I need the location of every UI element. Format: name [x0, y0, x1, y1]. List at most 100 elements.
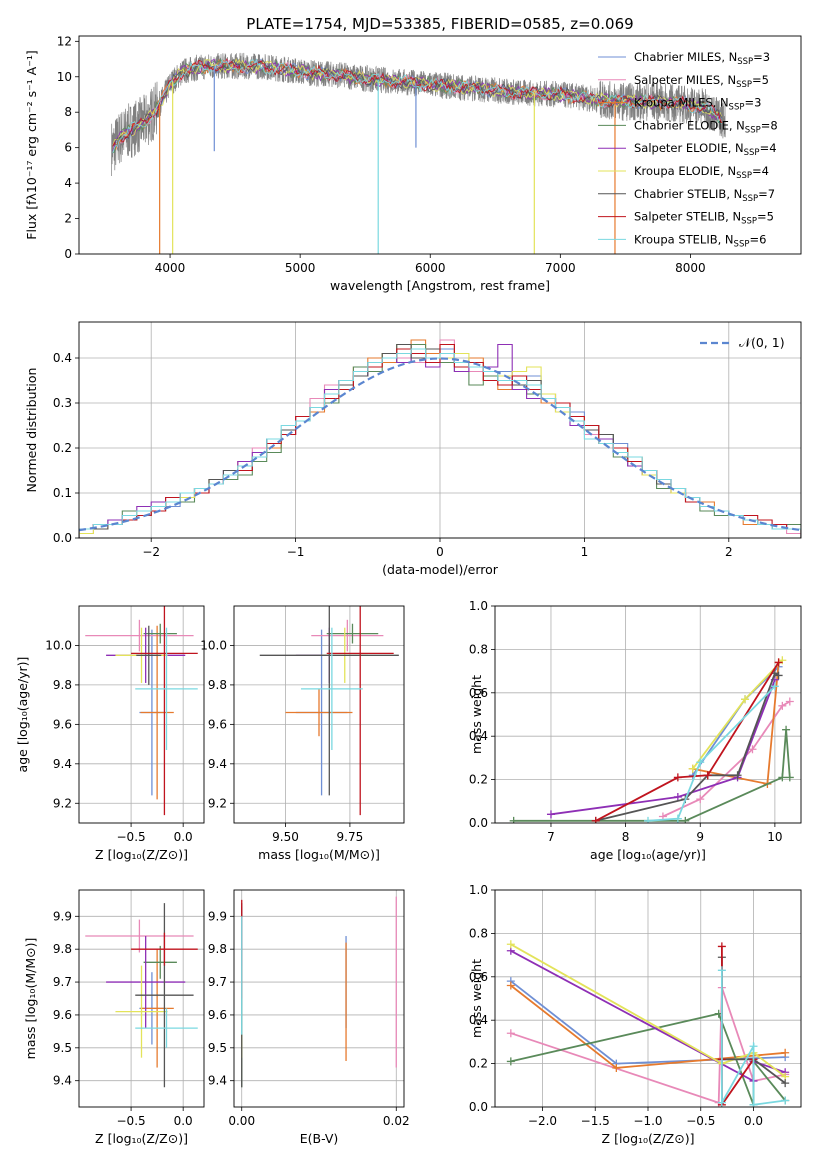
- legend-label: Chabrier MILES, N: [634, 50, 737, 64]
- x-tick-label: 5000: [285, 261, 316, 275]
- x-tick-label: 0.02: [383, 1114, 410, 1128]
- y-tick-label: 0.8: [469, 642, 488, 656]
- y-tick-label: 0.0: [469, 816, 488, 830]
- weight-point-marker: [506, 1029, 515, 1038]
- weight-point-marker: [770, 682, 779, 691]
- y-tick-label: 9.5: [53, 1041, 72, 1055]
- weight-point-marker: [749, 1042, 758, 1051]
- y-tick-label: 9.2: [53, 796, 72, 810]
- x-axis-label: mass [log₁₀(M/M⊙)]: [258, 847, 380, 862]
- weight-point-marker: [717, 942, 726, 951]
- legend-entry: Kroupa STELIB, NSSP=6: [634, 232, 766, 249]
- y-axis-label: age [log₁₀(age/yr)]: [15, 657, 30, 773]
- y-tick-label: 9.6: [53, 1008, 72, 1022]
- weight-series-line: [510, 943, 786, 1078]
- weight-point-marker: [688, 764, 697, 773]
- x-axis-label: (data-model)/error: [382, 562, 499, 577]
- weight-point-marker: [774, 671, 783, 680]
- y-tick-label: 1.0: [469, 599, 488, 613]
- weight-point-marker: [748, 745, 757, 754]
- legend: 𝒩(0, 1): [700, 335, 785, 350]
- x-tick-label: 9: [696, 830, 704, 844]
- x-tick-label: 9.50: [272, 830, 299, 844]
- legend-tail: =4: [760, 141, 777, 155]
- legend-subscript: SSP: [742, 194, 758, 204]
- legend-entry: Chabrier ELODIE, NSSP=8: [634, 118, 778, 135]
- y-tick-label: 0: [64, 247, 72, 261]
- x-tick-label: −1.0: [633, 1114, 662, 1128]
- weight-point-marker: [785, 697, 794, 706]
- y-tick-label: 0.4: [53, 351, 72, 365]
- x-tick-label: 0.0: [174, 1114, 193, 1128]
- weight-point-marker: [778, 773, 787, 782]
- x-tick-label: 4000: [155, 261, 186, 275]
- y-tick-label: 9.8: [53, 678, 72, 692]
- legend-tail: =6: [749, 232, 766, 246]
- weight-point-marker: [681, 816, 690, 823]
- y-tick-label: 6: [64, 141, 72, 155]
- y-tick-label: 0.8: [469, 926, 488, 940]
- y-tick-label: 9.2: [208, 796, 227, 810]
- panel-residual_hist: −2 −1 0 1 2 0.0 0.1 0.2 0.3 0.4 (data-model)/error…: [24, 321, 802, 577]
- weight-point-marker: [782, 725, 791, 734]
- x-tick-label: −1: [287, 545, 305, 559]
- weight-point-marker: [781, 1096, 790, 1105]
- y-tick-label: 0.0: [469, 1100, 488, 1114]
- x-tick-label: 0: [436, 545, 444, 559]
- y-tick-label: 10: [57, 70, 72, 84]
- y-tick-label: 0.6: [469, 970, 488, 984]
- y-tick-label: 9.9: [53, 909, 72, 923]
- weight-point-marker: [673, 773, 682, 782]
- weight-point-marker: [781, 1048, 790, 1057]
- y-tick-label: 8: [64, 105, 72, 119]
- plot-marks: [241, 896, 397, 1088]
- y-tick-label: 4: [64, 176, 72, 190]
- weight-point-marker: [785, 773, 794, 782]
- axes-frame: [233, 889, 405, 1108]
- legend-subscript: SSP: [744, 148, 760, 158]
- weight-series-line: [550, 679, 776, 816]
- plot-marks: [79, 339, 801, 538]
- x-axis-label: Z [log₁₀(Z/Z⊙)]: [602, 1131, 695, 1146]
- legend-tail: =5: [752, 73, 769, 87]
- legend-label: Kroupa STELIB, N: [634, 232, 734, 246]
- y-tick-label: 9.5: [208, 1041, 227, 1055]
- weight-point-marker: [781, 1079, 790, 1088]
- legend-label: Salpeter ELODIE, N: [634, 141, 744, 155]
- weight-point-marker: [673, 792, 682, 801]
- legend-subscript: SSP: [734, 239, 750, 249]
- weight-point-marker: [546, 810, 555, 819]
- legend-tail: =8: [761, 118, 778, 132]
- y-tick-label: 0.2: [469, 773, 488, 787]
- weight-point-marker: [591, 816, 600, 823]
- legend-entry: 𝒩(0, 1): [739, 335, 785, 350]
- y-axis-label: mass weight: [469, 959, 484, 1038]
- y-tick-label: 0.3: [53, 396, 72, 410]
- x-axis-label: E(B-V): [300, 1131, 339, 1146]
- x-tick-label: 8000: [675, 261, 706, 275]
- x-tick-label: 0.0: [174, 830, 193, 844]
- legend-entry: Chabrier STELIB, NSSP=7: [634, 187, 775, 204]
- panel-spectrum: 4000 5000 6000 7000 8000 0 2 4 6 8 10 12 wavelength …: [24, 34, 802, 293]
- x-tick-label: −0.5: [686, 1114, 715, 1128]
- legend-subscript: SSP: [729, 103, 745, 113]
- x-tick-label: −2.0: [528, 1114, 557, 1128]
- weight-point-marker: [612, 1063, 621, 1072]
- weight-point-marker: [703, 771, 712, 780]
- weight-point-marker: [696, 795, 705, 804]
- x-axis-label: Z [log₁₀(Z/Z⊙)]: [95, 847, 188, 862]
- y-tick-label: 9.6: [208, 717, 227, 731]
- y-tick-label: 9.6: [53, 717, 72, 731]
- x-tick-label: 9.75: [337, 830, 364, 844]
- y-tick-label: 2: [64, 212, 72, 226]
- weight-point-marker: [696, 758, 705, 767]
- weight-point-marker: [506, 981, 515, 990]
- x-tick-label: 0.0: [744, 1114, 763, 1128]
- plot-marks: [259, 606, 399, 816]
- y-tick-label: 9.8: [208, 678, 227, 692]
- y-tick-label: 9.6: [208, 1008, 227, 1022]
- legend-subscript: SSP: [745, 125, 761, 135]
- legend-label: Salpeter MILES, N: [634, 73, 736, 87]
